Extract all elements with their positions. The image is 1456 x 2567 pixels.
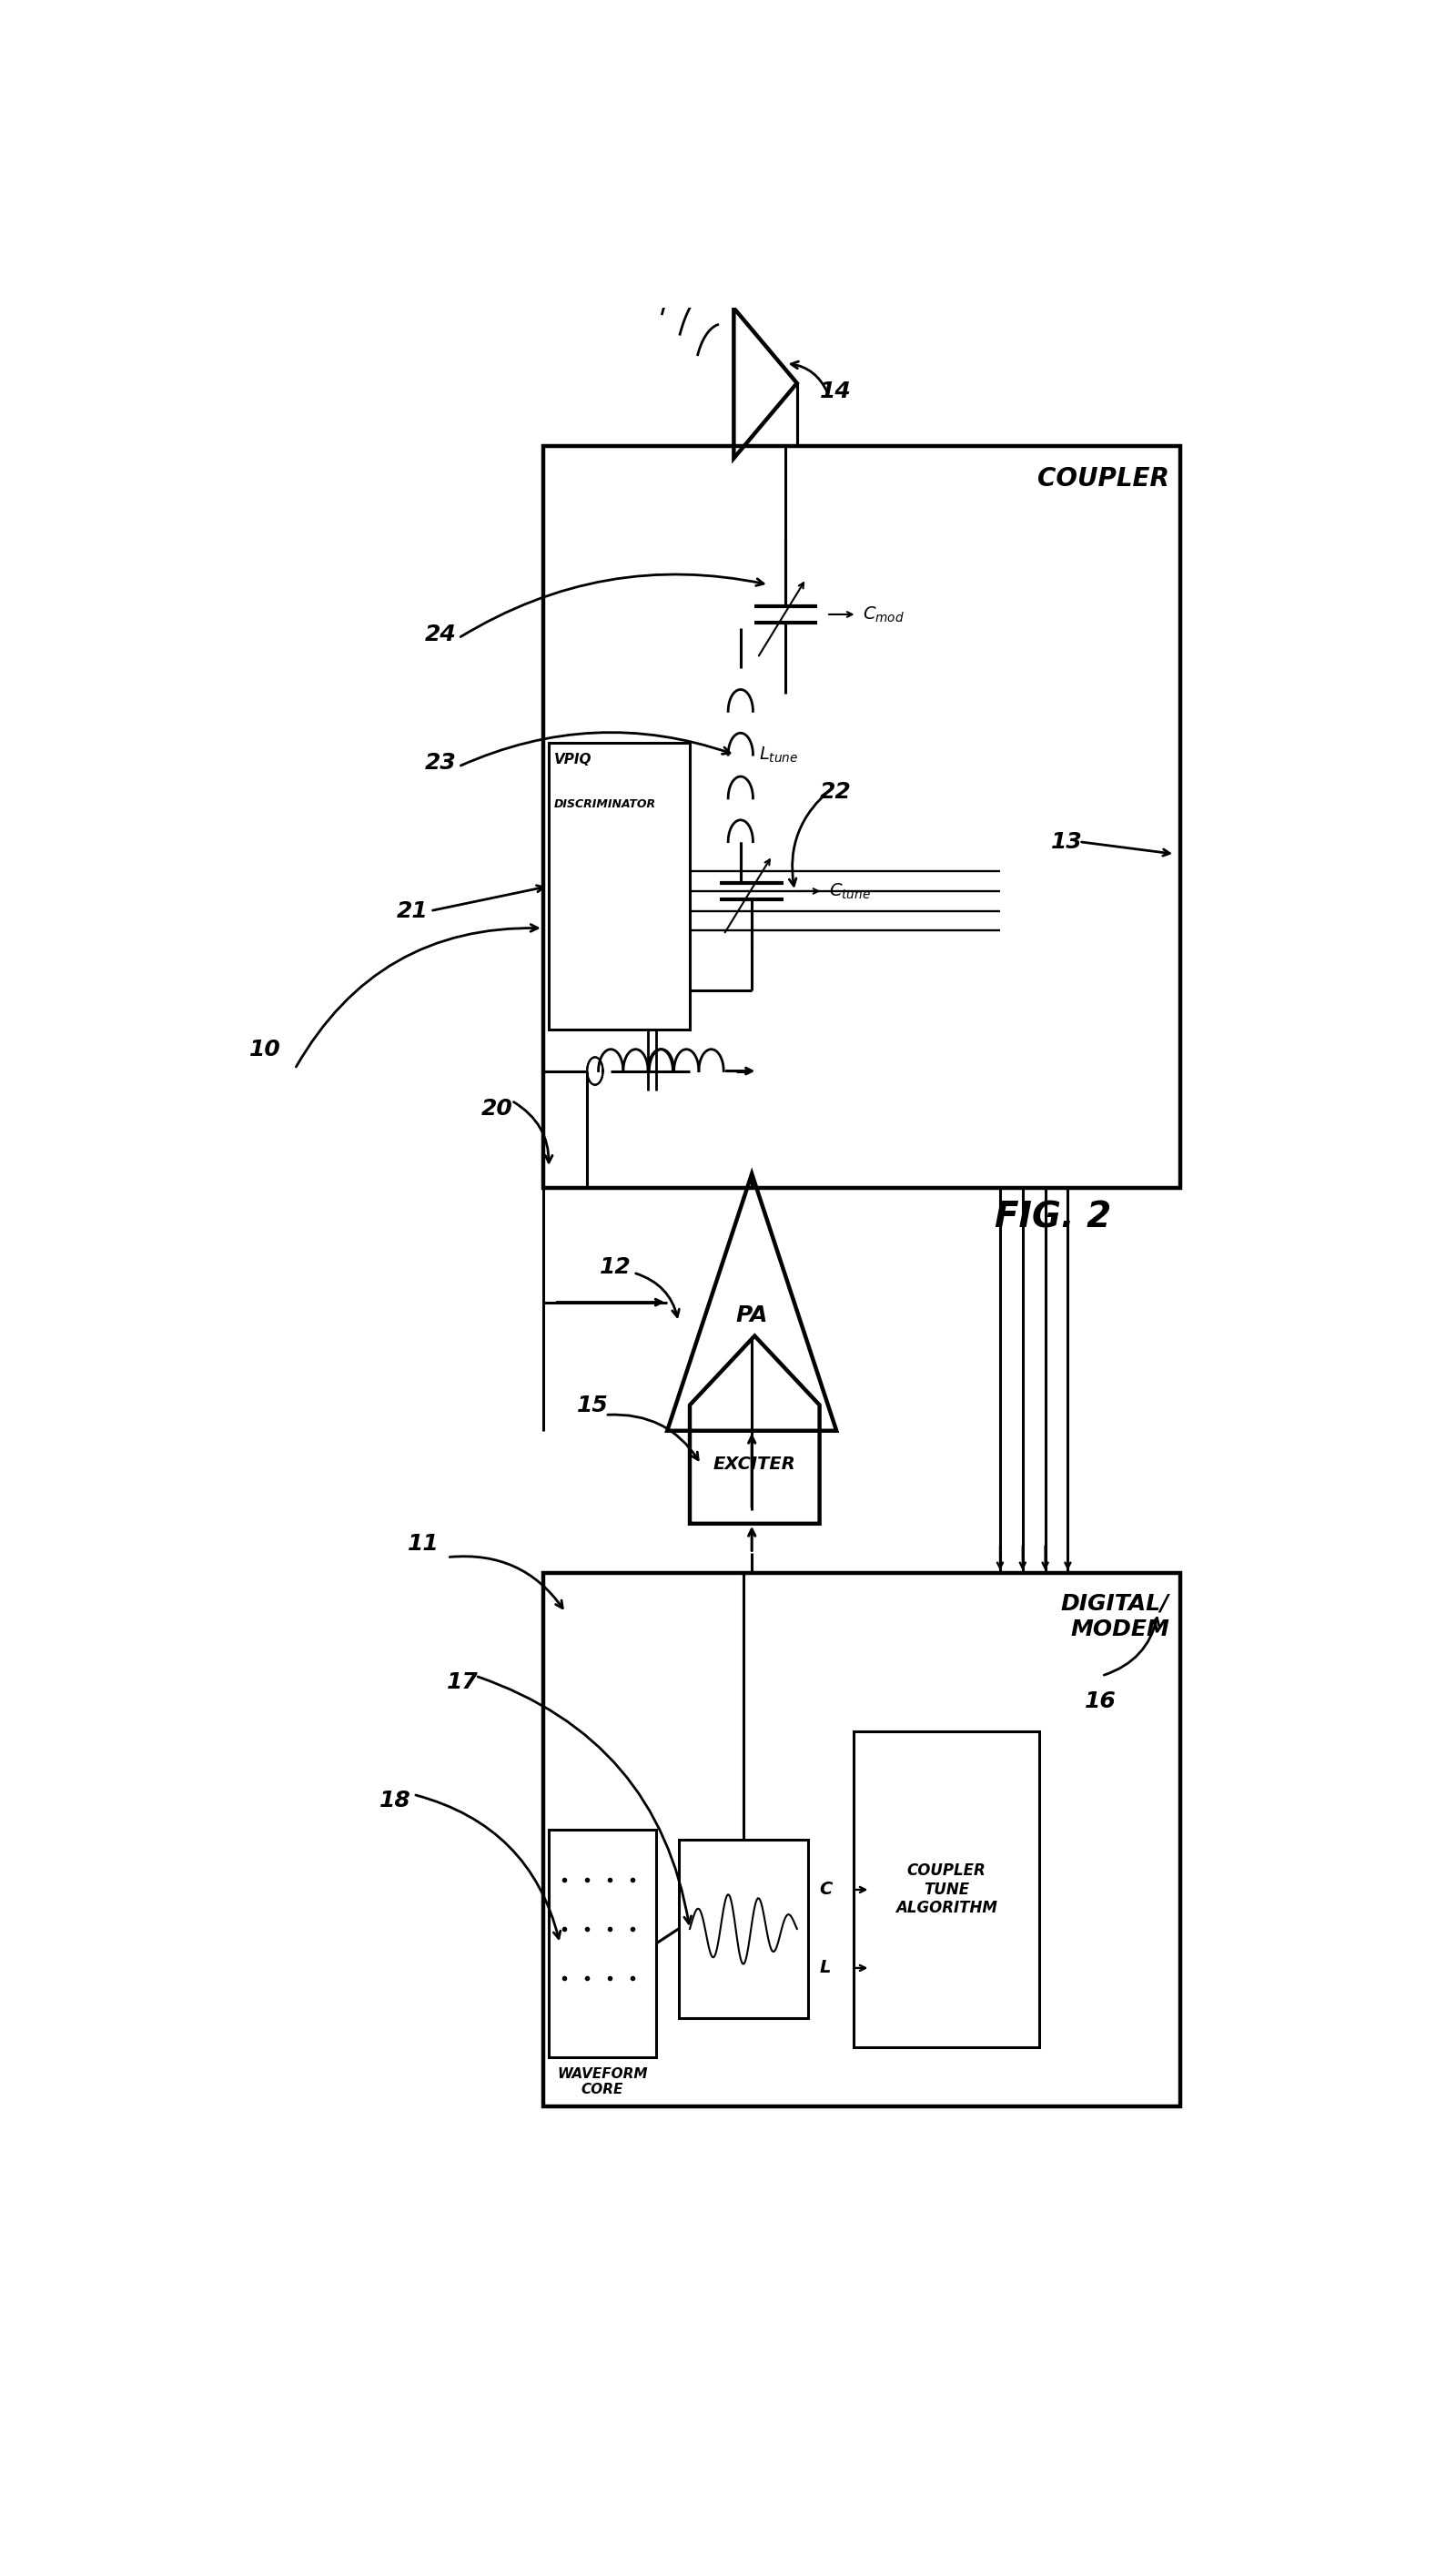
- Text: 15: 15: [577, 1394, 609, 1417]
- Text: 17: 17: [447, 1671, 479, 1692]
- Text: EXCITER: EXCITER: [713, 1455, 796, 1473]
- Bar: [678, 1841, 808, 2018]
- Text: 21: 21: [396, 901, 428, 922]
- Text: PA: PA: [735, 1304, 767, 1327]
- Bar: [549, 1830, 657, 2056]
- Text: 11: 11: [408, 1532, 440, 1556]
- Text: 10: 10: [250, 1037, 281, 1060]
- Text: 24: 24: [425, 624, 456, 644]
- Text: 23: 23: [425, 752, 456, 773]
- Text: 16: 16: [1085, 1692, 1117, 1712]
- Bar: [853, 1730, 1040, 2048]
- Bar: [543, 447, 1181, 1189]
- Text: $L_{tune}$: $L_{tune}$: [759, 744, 798, 765]
- Text: WAVEFORM
CORE: WAVEFORM CORE: [558, 2066, 648, 2097]
- Text: COUPLER: COUPLER: [1038, 467, 1169, 493]
- Text: $C_{tune}$: $C_{tune}$: [828, 880, 871, 901]
- Text: $C_{mod}$: $C_{mod}$: [862, 606, 904, 624]
- Text: VPIQ: VPIQ: [555, 752, 593, 768]
- Bar: [549, 742, 690, 1029]
- Text: 14: 14: [820, 380, 852, 403]
- Bar: [543, 1574, 1181, 2108]
- Text: DIGITAL/
MODEM: DIGITAL/ MODEM: [1061, 1592, 1169, 1640]
- Text: COUPLER
TUNE
ALGORITHM: COUPLER TUNE ALGORITHM: [895, 1861, 997, 1918]
- Text: 20: 20: [480, 1099, 513, 1119]
- Text: 22: 22: [820, 780, 852, 803]
- Text: 13: 13: [1051, 832, 1082, 852]
- Text: C: C: [820, 1882, 833, 1900]
- Text: L: L: [820, 1959, 831, 1977]
- Text: DISCRIMINATOR: DISCRIMINATOR: [555, 798, 657, 811]
- Text: 12: 12: [600, 1255, 630, 1278]
- Text: 18: 18: [380, 1789, 411, 1812]
- Text: FIG. 2: FIG. 2: [994, 1199, 1111, 1235]
